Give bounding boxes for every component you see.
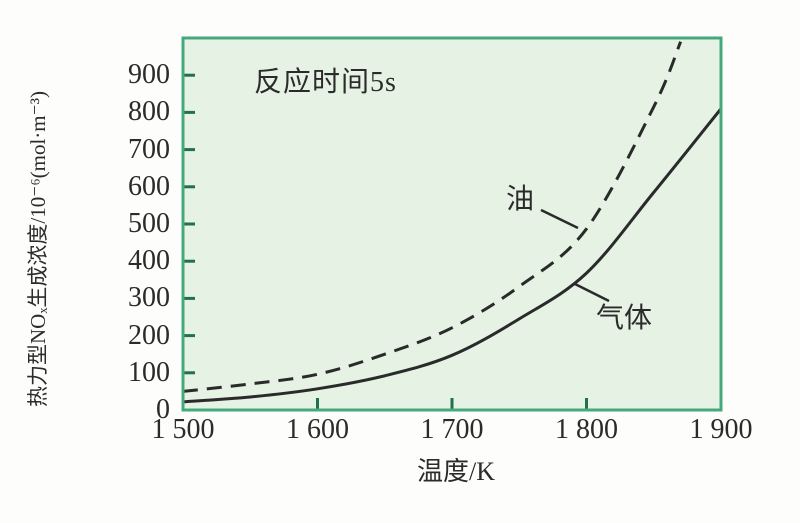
y-tick-label: 600 [128, 170, 170, 202]
y-tick-label: 300 [128, 282, 170, 314]
x-tick-label: 1 700 [420, 414, 484, 445]
series-label-gas: 气体 [596, 303, 653, 334]
plot-background [183, 38, 721, 410]
reaction-time-annotation: 反应时间5s [254, 67, 397, 98]
plot-border [181, 36, 723, 412]
x-tick-label: 1 500 [151, 414, 215, 445]
x-tick-label: 1 600 [286, 414, 349, 445]
gas-curve [183, 107, 721, 404]
y-tick-label: 900 [128, 59, 170, 91]
gas-leader-line [574, 282, 610, 303]
y-tick-label: 100 [128, 356, 170, 388]
y-axis-title: 热力型NOₓ生成浓度/10⁻⁶(mol·m⁻³) [26, 90, 50, 408]
y-tick-label: 800 [128, 96, 170, 128]
oil-leader-line [540, 208, 579, 230]
x-tick-label: 1 900 [689, 414, 753, 445]
y-tick-label: 200 [128, 319, 170, 351]
y-tick-label: 500 [128, 208, 170, 239]
y-tick-label: 400 [128, 245, 170, 277]
series-label-oil: 油 [506, 184, 535, 215]
x-tick-label: 1 800 [555, 414, 618, 445]
y-tick-label: 700 [128, 133, 170, 165]
x-axis-title: 温度/K [416, 457, 495, 486]
y-tick-label: 0 [156, 394, 170, 425]
